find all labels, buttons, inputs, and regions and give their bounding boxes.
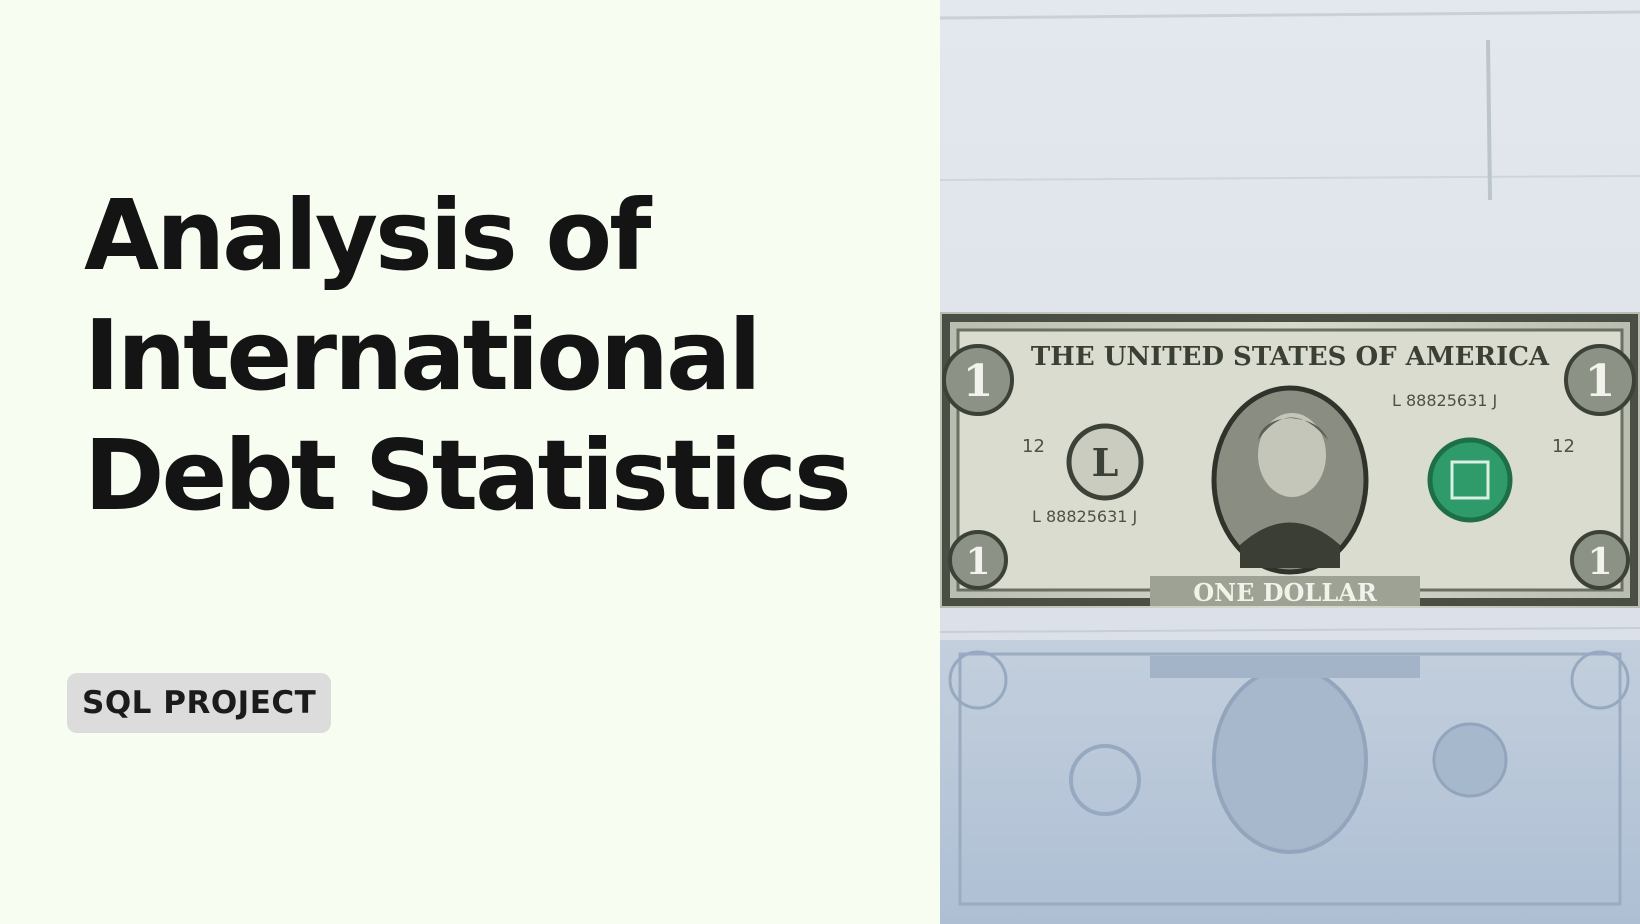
brick-line <box>939 10 1640 20</box>
title-line-1: Analysis of <box>84 179 651 292</box>
banknote-top-text: THE UNITED STATES OF AMERICA <box>1031 342 1550 372</box>
seal-letter: L <box>1092 440 1119 485</box>
plate-number-right: 12 <box>1552 436 1575 457</box>
dollar-bill-illustration: THE UNITED STATES OF AMERICA ONE DOLLAR … <box>939 0 1640 924</box>
serial-number-left: L 88825631 J <box>1032 507 1137 526</box>
serial-number-right: L 88825631 J <box>1392 391 1497 410</box>
treasury-seal-icon <box>1427 437 1513 523</box>
dollar-bill-photo: THE UNITED STATES OF AMERICA ONE DOLLAR … <box>939 0 1640 924</box>
portrait-face <box>1258 413 1326 497</box>
denomination-bottom-left: 1 <box>965 541 990 583</box>
title-line-3: Debt Statistics <box>84 419 852 532</box>
brick-crack <box>1486 39 1492 201</box>
banknote-bottom-text: ONE DOLLAR <box>1193 578 1378 607</box>
banknote: THE UNITED STATES OF AMERICA ONE DOLLAR … <box>940 312 1640 608</box>
slide-title: Analysis of International Debt Statistic… <box>84 176 924 536</box>
banknote-reflection <box>940 640 1640 924</box>
denomination-top-right: 1 <box>1585 356 1616 407</box>
portrait-coat <box>1240 522 1340 568</box>
brick-line <box>939 175 1640 181</box>
plate-number-left: 12 <box>1022 436 1045 457</box>
portrait-hair <box>1258 417 1328 440</box>
denomination-top-left: 1 <box>963 356 994 407</box>
project-badge: SQL PROJECT <box>67 673 332 733</box>
brick-line <box>939 627 1640 633</box>
left-panel: Analysis of International Debt Statistic… <box>67 176 924 733</box>
title-line-2: International <box>84 299 762 412</box>
denomination-bottom-right: 1 <box>1587 541 1612 583</box>
